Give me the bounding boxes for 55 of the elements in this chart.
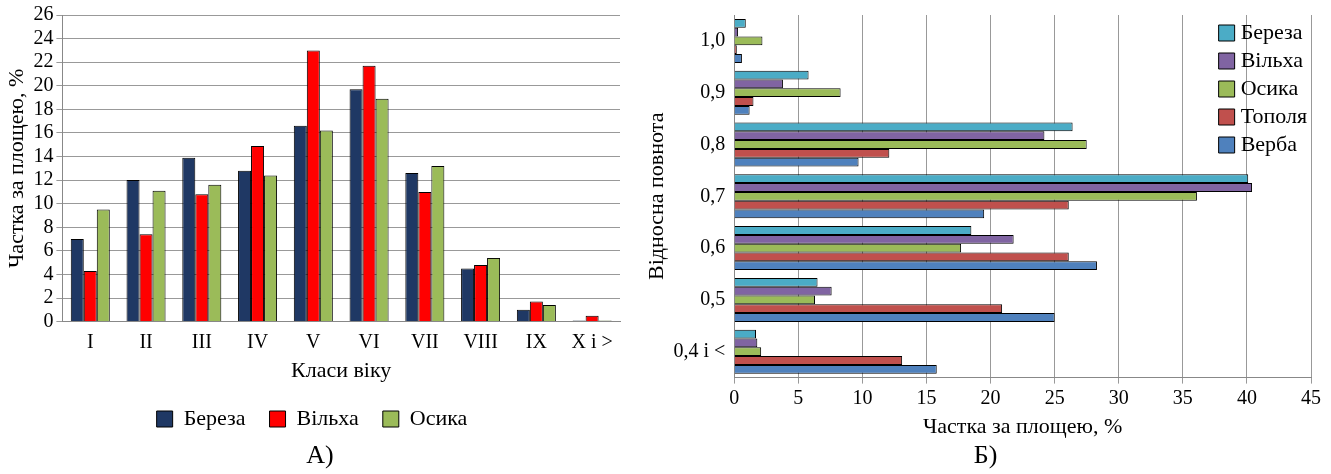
y-tick-label: 2 xyxy=(43,285,54,308)
x-tick-label: X і > xyxy=(571,329,613,352)
x-tick-label: 40 xyxy=(1236,385,1257,408)
y-tick-label: 0,7 xyxy=(700,183,726,206)
legend-label: Береза xyxy=(183,404,246,430)
x-tick-label: 30 xyxy=(1108,385,1129,408)
x-tick-label: II xyxy=(139,329,153,352)
y-tick-label: 1,0 xyxy=(700,28,726,51)
legend-label: Вільха xyxy=(296,404,360,430)
y-tick-label: 8 xyxy=(43,214,54,237)
y-tick-label: 16 xyxy=(33,120,54,143)
text: Б) xyxy=(972,440,999,470)
x-tick-label: V xyxy=(306,329,322,352)
x-axis-title: Частка за площею, % xyxy=(922,412,1123,438)
y-tick-label: 18 xyxy=(33,96,54,119)
y-tick-label: 0 xyxy=(43,308,54,331)
y-tick-label: 26 xyxy=(33,2,54,25)
x-tick-label: VIII xyxy=(463,329,498,352)
x-tick-label: 25 xyxy=(1044,385,1065,408)
y-tick-label: 0,5 xyxy=(700,287,726,310)
x-tick-label: 0 xyxy=(729,385,740,408)
x-tick-label: 5 xyxy=(793,385,804,408)
y-tick-label: 22 xyxy=(33,49,54,72)
legend-label: Верба xyxy=(1240,130,1298,156)
x-tick-label: 10 xyxy=(852,385,873,408)
x-tick-label: IX xyxy=(525,329,548,352)
x-tick-label: 15 xyxy=(916,385,937,408)
x-tick-label: VII xyxy=(410,329,439,352)
x-tick-label: 35 xyxy=(1172,385,1193,408)
x-tick-label: III xyxy=(191,329,212,352)
y-axis-title: Частка за площею, % xyxy=(2,68,28,268)
y-axis-title: Відносна повнота xyxy=(642,112,668,280)
y-tick-label: 0,9 xyxy=(700,79,726,102)
legend-label: Осика xyxy=(1240,74,1299,100)
y-tick-label: 12 xyxy=(33,167,54,190)
x-tick-label: 45 xyxy=(1301,385,1321,408)
x-tick-label: VI xyxy=(358,329,380,352)
y-tick-label: 24 xyxy=(33,25,54,48)
y-tick-label: 0,8 xyxy=(700,131,726,154)
y-tick-label: 10 xyxy=(33,190,54,213)
legend-label: Береза xyxy=(1240,18,1303,44)
x-tick-label: IV xyxy=(247,329,269,352)
y-tick-label: 6 xyxy=(43,238,54,261)
y-tick-label: 0,4 і < xyxy=(673,338,726,361)
y-tick-label: 0,6 xyxy=(700,235,726,258)
x-axis-title: Класи віку xyxy=(291,356,392,382)
y-tick-label: 20 xyxy=(33,73,54,95)
legend-label: Вільха xyxy=(1240,46,1304,72)
x-tick-label: 20 xyxy=(980,385,1001,408)
legend-label: Тополя xyxy=(1240,102,1308,128)
y-tick-label: 14 xyxy=(33,143,54,166)
x-tick-label: I xyxy=(86,329,94,352)
text: А) xyxy=(305,440,335,470)
y-tick-label: 4 xyxy=(43,261,54,284)
legend-label: Осика xyxy=(409,404,468,430)
